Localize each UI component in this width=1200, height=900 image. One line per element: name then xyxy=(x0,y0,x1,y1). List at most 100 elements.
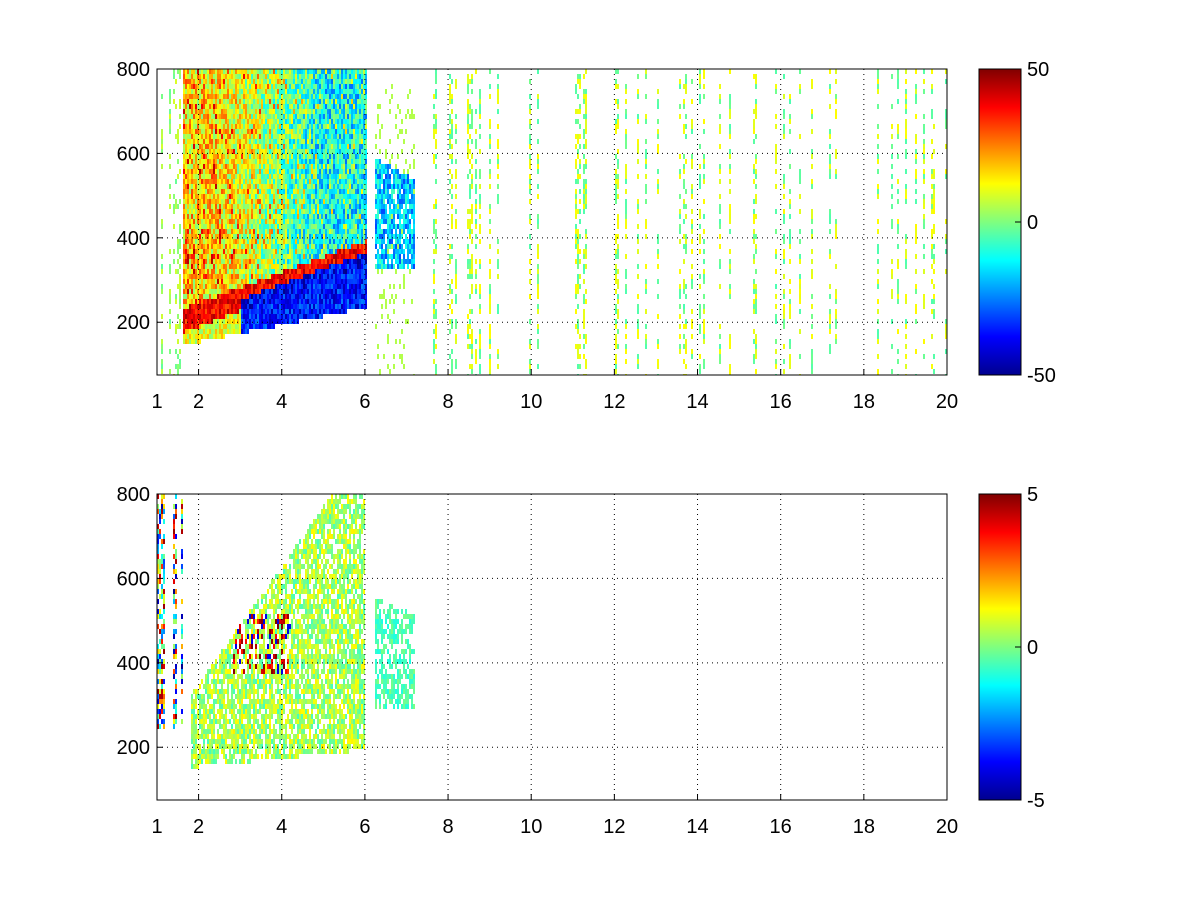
heatmap-cell xyxy=(213,309,215,314)
heatmap-cell xyxy=(239,304,241,309)
heatmap-cell xyxy=(349,109,351,114)
heatmap-cell xyxy=(345,119,347,124)
heatmap-cell xyxy=(351,234,353,239)
heatmap-cell xyxy=(247,194,249,199)
heatmap-cell xyxy=(323,79,325,84)
heatmap-cell xyxy=(223,219,225,224)
heatmap-cell xyxy=(223,329,225,334)
heatmap-cell xyxy=(169,309,171,314)
heatmap-cell xyxy=(293,209,295,214)
heatmap-cell xyxy=(229,159,231,164)
heatmap-cell xyxy=(361,264,363,269)
heatmap-cell xyxy=(365,154,367,159)
heatmap-cell xyxy=(347,159,349,164)
heatmap-cell xyxy=(365,199,367,204)
heatmap-cell xyxy=(193,209,195,214)
heatmap-cell xyxy=(183,129,185,134)
heatmap-cell xyxy=(365,79,367,84)
heatmap-cell xyxy=(295,259,297,264)
heatmap-cell xyxy=(359,294,361,299)
heatmap-cell xyxy=(281,219,283,224)
heatmap-cell xyxy=(267,294,269,299)
heatmap-cell xyxy=(183,109,185,114)
heatmap-cell xyxy=(241,269,243,274)
heatmap-cell xyxy=(199,194,201,199)
heatmap-cell xyxy=(273,284,275,289)
heatmap-cell xyxy=(289,279,291,284)
heatmap-cell xyxy=(365,89,367,94)
heatmap-cell xyxy=(253,284,255,289)
heatmap-cell xyxy=(233,69,235,74)
heatmap-cell xyxy=(351,289,353,294)
heatmap-cell xyxy=(161,359,163,364)
heatmap-cell xyxy=(355,129,357,134)
heatmap-cell xyxy=(325,184,327,189)
heatmap-cell xyxy=(353,264,355,269)
heatmap-cell xyxy=(233,139,235,144)
heatmap-cell xyxy=(219,184,221,189)
heatmap-cell xyxy=(349,289,351,294)
heatmap-cell xyxy=(187,179,189,184)
heatmap-cell xyxy=(355,239,357,244)
heatmap-cell xyxy=(259,129,261,134)
heatmap-cell xyxy=(227,294,229,299)
heatmap-cell xyxy=(209,174,211,179)
heatmap-cell xyxy=(285,209,287,214)
heatmap-cell xyxy=(363,89,365,94)
heatmap-cell xyxy=(267,184,269,189)
heatmap-cell xyxy=(215,294,217,299)
heatmap-cell xyxy=(377,254,379,259)
heatmap-cell xyxy=(379,179,381,184)
heatmap-cell xyxy=(243,239,245,244)
heatmap-cell xyxy=(195,339,197,344)
heatmap-cell xyxy=(255,274,257,279)
heatmap-cell xyxy=(287,249,289,254)
heatmap-cell xyxy=(253,289,255,294)
heatmap-cell xyxy=(243,184,245,189)
heatmap-cell xyxy=(177,269,179,274)
heatmap-cell xyxy=(311,119,313,124)
heatmap-cell xyxy=(339,299,341,304)
heatmap-cell xyxy=(307,139,309,144)
heatmap-cell xyxy=(333,134,335,139)
heatmap-cell xyxy=(321,144,323,149)
heatmap-cell xyxy=(281,239,283,244)
heatmap-cell xyxy=(267,279,269,284)
heatmap-cell xyxy=(377,354,379,359)
heatmap-cell xyxy=(213,239,215,244)
heatmap-cell xyxy=(287,154,289,159)
heatmap-cell xyxy=(269,264,271,269)
heatmap-cell xyxy=(243,149,245,154)
heatmap-cell xyxy=(325,279,327,284)
heatmap-cell xyxy=(253,304,255,309)
heatmap-cell xyxy=(237,94,239,99)
heatmap-cell xyxy=(311,99,313,104)
heatmap-cell xyxy=(339,304,341,309)
heatmap-cell xyxy=(245,204,247,209)
heatmap-cell xyxy=(343,144,345,149)
heatmap-cell xyxy=(241,239,243,244)
heatmap-cell xyxy=(353,299,355,304)
heatmap-cell xyxy=(223,279,225,284)
heatmap-cell xyxy=(161,139,163,144)
heatmap-cell xyxy=(191,284,193,289)
heatmap-cell xyxy=(275,109,277,114)
heatmap-cell xyxy=(355,189,357,194)
heatmap-cell xyxy=(213,274,215,279)
heatmap-cell xyxy=(263,149,265,154)
heatmap-cell xyxy=(365,304,367,309)
heatmap-cell xyxy=(285,134,287,139)
heatmap-cell xyxy=(349,114,351,119)
heatmap-cell xyxy=(193,94,195,99)
heatmap-cell xyxy=(283,99,285,104)
heatmap-cell xyxy=(239,234,241,239)
heatmap-cell xyxy=(189,324,191,329)
heatmap-cell xyxy=(305,299,307,304)
heatmap-cell xyxy=(285,69,287,74)
heatmap-cell xyxy=(281,169,283,174)
heatmap-cell xyxy=(187,119,189,124)
heatmap-cell xyxy=(255,149,257,154)
heatmap-cell xyxy=(293,84,295,89)
heatmap-cell xyxy=(281,139,283,144)
heatmap-cell xyxy=(341,214,343,219)
